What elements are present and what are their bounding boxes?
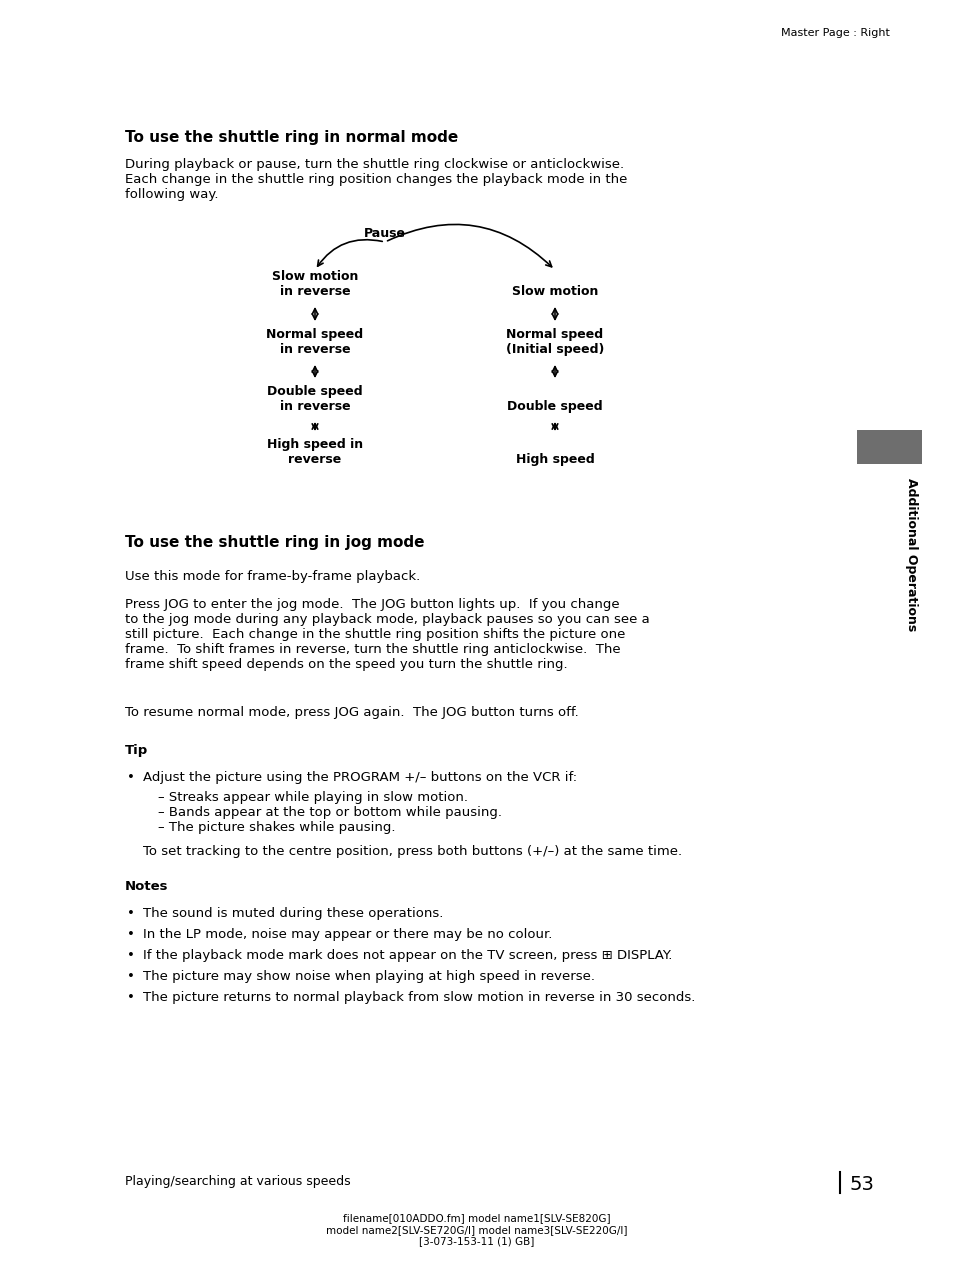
Text: Adjust the picture using the PROGRAM +/– buttons on the VCR if:: Adjust the picture using the PROGRAM +/–…: [143, 771, 577, 784]
Text: Press JOG to enter the jog mode.  The JOG button lights up.  If you change
to th: Press JOG to enter the jog mode. The JOG…: [125, 598, 649, 671]
Text: High speed in
reverse: High speed in reverse: [267, 438, 363, 466]
Text: •: •: [127, 928, 134, 941]
Text: Master Page : Right: Master Page : Right: [781, 28, 889, 38]
Text: Additional Operations: Additional Operations: [904, 479, 918, 631]
Text: Slow motion
in reverse: Slow motion in reverse: [272, 271, 357, 298]
Text: The picture returns to normal playback from slow motion in reverse in 30 seconds: The picture returns to normal playback f…: [143, 991, 695, 1005]
Text: Pause: Pause: [364, 227, 406, 240]
Text: The sound is muted during these operations.: The sound is muted during these operatio…: [143, 907, 443, 919]
Text: If the playback mode mark does not appear on the TV screen, press ⊞ DISPLAY.: If the playback mode mark does not appea…: [143, 949, 672, 961]
Text: Notes: Notes: [125, 880, 169, 893]
Text: In the LP mode, noise may appear or there may be no colour.: In the LP mode, noise may appear or ther…: [143, 928, 552, 941]
Text: Double speed
in reverse: Double speed in reverse: [267, 385, 362, 413]
Text: To use the shuttle ring in normal mode: To use the shuttle ring in normal mode: [125, 130, 457, 145]
Text: To use the shuttle ring in jog mode: To use the shuttle ring in jog mode: [125, 535, 424, 550]
Text: •: •: [127, 949, 134, 961]
Text: •: •: [127, 907, 134, 919]
Text: During playback or pause, turn the shuttle ring clockwise or anticlockwise.
Each: During playback or pause, turn the shutt…: [125, 157, 627, 201]
Text: •: •: [127, 970, 134, 983]
Text: The picture may show noise when playing at high speed in reverse.: The picture may show noise when playing …: [143, 970, 595, 983]
Text: Slow motion: Slow motion: [511, 284, 598, 298]
Bar: [856, 431, 921, 464]
Text: Normal speed
in reverse: Normal speed in reverse: [266, 328, 363, 356]
Text: 53: 53: [849, 1175, 874, 1194]
Text: Normal speed
(Initial speed): Normal speed (Initial speed): [505, 328, 603, 356]
Text: Double speed: Double speed: [507, 400, 602, 413]
Text: •: •: [127, 771, 134, 784]
Text: filename[010ADDO.fm] model name1[SLV-SE820G]
model name2[SLV-SE720G/I] model nam: filename[010ADDO.fm] model name1[SLV-SE8…: [326, 1213, 627, 1246]
Text: High speed: High speed: [515, 453, 594, 466]
Text: Use this mode for frame-by-frame playback.: Use this mode for frame-by-frame playbac…: [125, 570, 420, 583]
Text: Tip: Tip: [125, 744, 148, 757]
Text: – Streaks appear while playing in slow motion.
– Bands appear at the top or bott: – Streaks appear while playing in slow m…: [158, 791, 501, 834]
Text: To set tracking to the centre position, press both buttons (+/–) at the same tim: To set tracking to the centre position, …: [143, 845, 681, 859]
Text: •: •: [127, 991, 134, 1005]
Text: To resume normal mode, press JOG again.  The JOG button turns off.: To resume normal mode, press JOG again. …: [125, 706, 578, 719]
Text: Playing/searching at various speeds: Playing/searching at various speeds: [125, 1175, 351, 1187]
